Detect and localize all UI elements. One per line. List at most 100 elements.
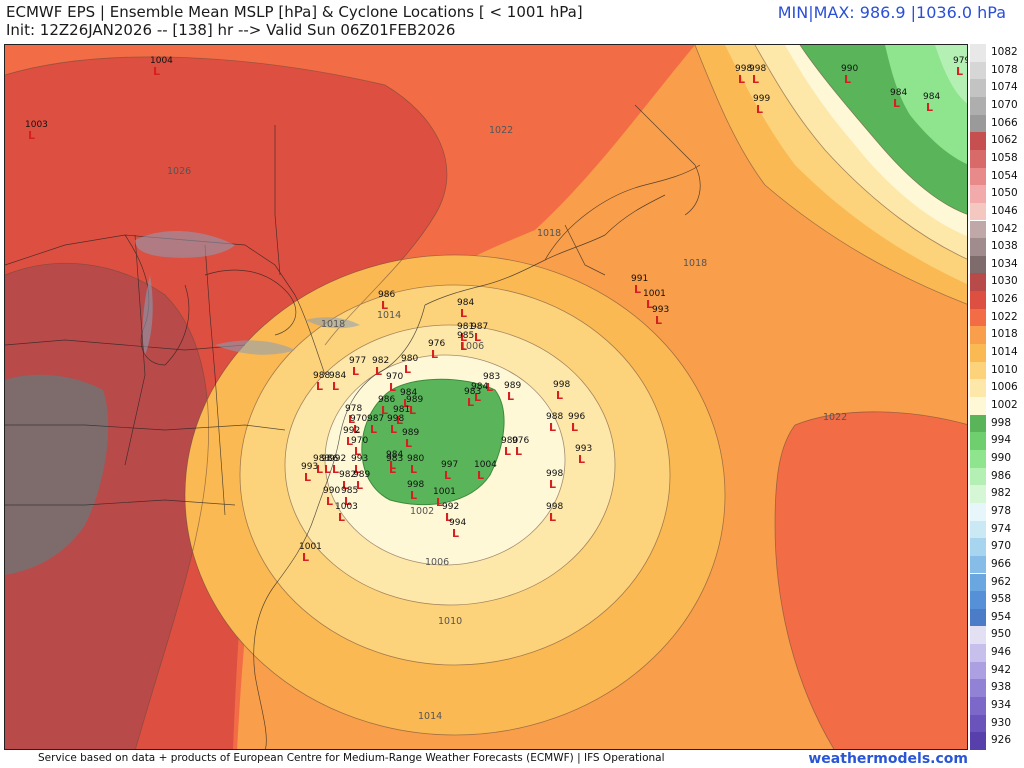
cyclone-value-label: 970 xyxy=(386,372,403,382)
low-marker-icon: L xyxy=(474,391,481,404)
colorbar-swatch xyxy=(970,308,986,327)
colorbar-label: 934 xyxy=(991,699,1012,712)
low-marker-icon: L xyxy=(752,73,759,86)
low-marker-icon: L xyxy=(342,479,349,492)
colorbar-entry: 962 xyxy=(968,573,1024,592)
colorbar-entry: 1010 xyxy=(968,361,1024,380)
cyclone-value-label: 998 xyxy=(735,64,752,74)
cyclone-locations: 1004L1003L998L998L999L990L984L984L979L99… xyxy=(25,56,967,564)
low-marker-icon: L xyxy=(556,389,563,402)
colorbar-entry: 994 xyxy=(968,432,1024,450)
cyclone-value-label: 997 xyxy=(441,460,458,470)
colorbar-label: 1046 xyxy=(991,204,1018,217)
cyclone-value-label: 984 xyxy=(471,382,488,392)
colorbar-swatch xyxy=(970,114,986,133)
colorbar-entry: 934 xyxy=(968,697,1024,715)
colorbar-entry: 938 xyxy=(968,679,1024,698)
cyclone-value-label: 980 xyxy=(407,454,424,464)
low-marker-icon: L xyxy=(507,390,514,403)
low-marker-icon: L xyxy=(634,283,641,296)
low-marker-icon: L xyxy=(515,445,522,458)
colorbar-entry: 978 xyxy=(968,502,1024,521)
colorbar-label: 986 xyxy=(991,469,1012,482)
cyclone-value-label: 998 xyxy=(553,380,570,390)
cyclone-value-label: 970 xyxy=(351,436,368,446)
colorbar-label: 1042 xyxy=(991,222,1018,235)
colorbar-swatch xyxy=(970,273,986,292)
cyclone-value-label: 996 xyxy=(568,412,585,422)
colorbar-swatch xyxy=(970,414,986,433)
low-marker-icon: L xyxy=(467,396,474,409)
colorbar-label: 1030 xyxy=(991,275,1018,288)
low-marker-icon: L xyxy=(445,511,452,524)
colorbar-entry: 982 xyxy=(968,485,1024,503)
colorbar-swatch xyxy=(970,520,986,539)
cyclone-value-label: 984 xyxy=(923,92,940,102)
low-marker-icon: L xyxy=(410,463,417,476)
colorbar-label: 954 xyxy=(991,610,1012,623)
cyclone-value-label: 987 xyxy=(367,414,384,424)
min-max-readout: MIN|MAX: 986.9 |1036.0 hPa xyxy=(777,3,1006,22)
low-marker-icon: L xyxy=(578,453,585,466)
cyclone-value-label: 1004 xyxy=(150,56,173,66)
low-marker-icon: L xyxy=(389,381,396,394)
colorbar-entry: 986 xyxy=(968,467,1024,486)
low-marker-icon: L xyxy=(405,437,412,450)
colorbar-label: 994 xyxy=(991,434,1012,447)
colorbar-label: 962 xyxy=(991,575,1012,588)
low-marker-icon: L xyxy=(477,469,484,482)
contour-label: 1018 xyxy=(321,319,345,330)
cyclone-value-label: 986 xyxy=(378,290,395,300)
cyclone-value-label: 993 xyxy=(575,444,592,454)
colorbar-swatch xyxy=(970,573,986,592)
colorbar-swatch xyxy=(970,397,986,415)
low-marker-icon: L xyxy=(346,435,353,448)
colorbar-swatch xyxy=(970,467,986,486)
colorbar-swatch xyxy=(970,697,986,715)
colorbar-entry: 926 xyxy=(968,732,1024,750)
colorbar-swatch xyxy=(970,61,986,80)
cyclone-value-label: 983 xyxy=(464,387,481,397)
mslp-map: 1026 1022 1018 1018 1018 1014 1006 1002 … xyxy=(5,45,967,749)
colorbar-swatch xyxy=(970,185,986,203)
field-990-ne xyxy=(885,45,967,165)
colorbar-label: 1034 xyxy=(991,257,1018,270)
colorbar-entry: 1042 xyxy=(968,220,1024,239)
colorbar-entry: 1002 xyxy=(968,397,1024,415)
low-marker-icon: L xyxy=(390,423,397,436)
colorbar-entry: 1054 xyxy=(968,167,1024,186)
colorbar-swatch xyxy=(970,202,986,221)
cyclone-value-label: 998 xyxy=(407,480,424,490)
cyclone-value-label: 993 xyxy=(652,305,669,315)
colorbar-swatch xyxy=(970,555,986,574)
cyclone-value-label: 982 xyxy=(372,356,389,366)
field-1022-se xyxy=(775,411,967,749)
colorbar-label: 1038 xyxy=(991,240,1018,253)
low-marker-icon: L xyxy=(316,463,323,476)
colorbar-label: 970 xyxy=(991,540,1012,553)
low-marker-icon: L xyxy=(353,423,360,436)
colorbar-label: 1058 xyxy=(991,151,1018,164)
low-marker-icon: L xyxy=(504,445,511,458)
low-marker-icon: L xyxy=(549,421,556,434)
contour-label: 1006 xyxy=(425,557,449,568)
colorbar-entry: 974 xyxy=(968,520,1024,539)
colorbar-entry: 1082 xyxy=(968,44,1024,62)
colorbar-entry: 1014 xyxy=(968,344,1024,362)
colorbar-entry: 1066 xyxy=(968,114,1024,133)
cyclone-value-label: 986 xyxy=(321,454,338,464)
colorbar-entry: 1038 xyxy=(968,238,1024,256)
low-marker-icon: L xyxy=(348,413,355,426)
colorbar-swatch xyxy=(970,96,986,115)
brand-link[interactable]: weathermodels.com xyxy=(808,751,968,767)
cyclone-value-label: 989 xyxy=(353,470,370,480)
cyclone-value-label: 981 xyxy=(457,322,474,332)
colorbar-label: 1002 xyxy=(991,399,1018,411)
colorbar-swatch xyxy=(970,344,986,362)
contour-label: 1006 xyxy=(460,341,484,352)
contour-label: 1018 xyxy=(537,228,561,239)
colorbar-swatch xyxy=(970,255,986,274)
colorbar-entry: 950 xyxy=(968,626,1024,645)
colorbar-label: 926 xyxy=(991,734,1012,747)
low-marker-icon: L xyxy=(354,445,361,458)
